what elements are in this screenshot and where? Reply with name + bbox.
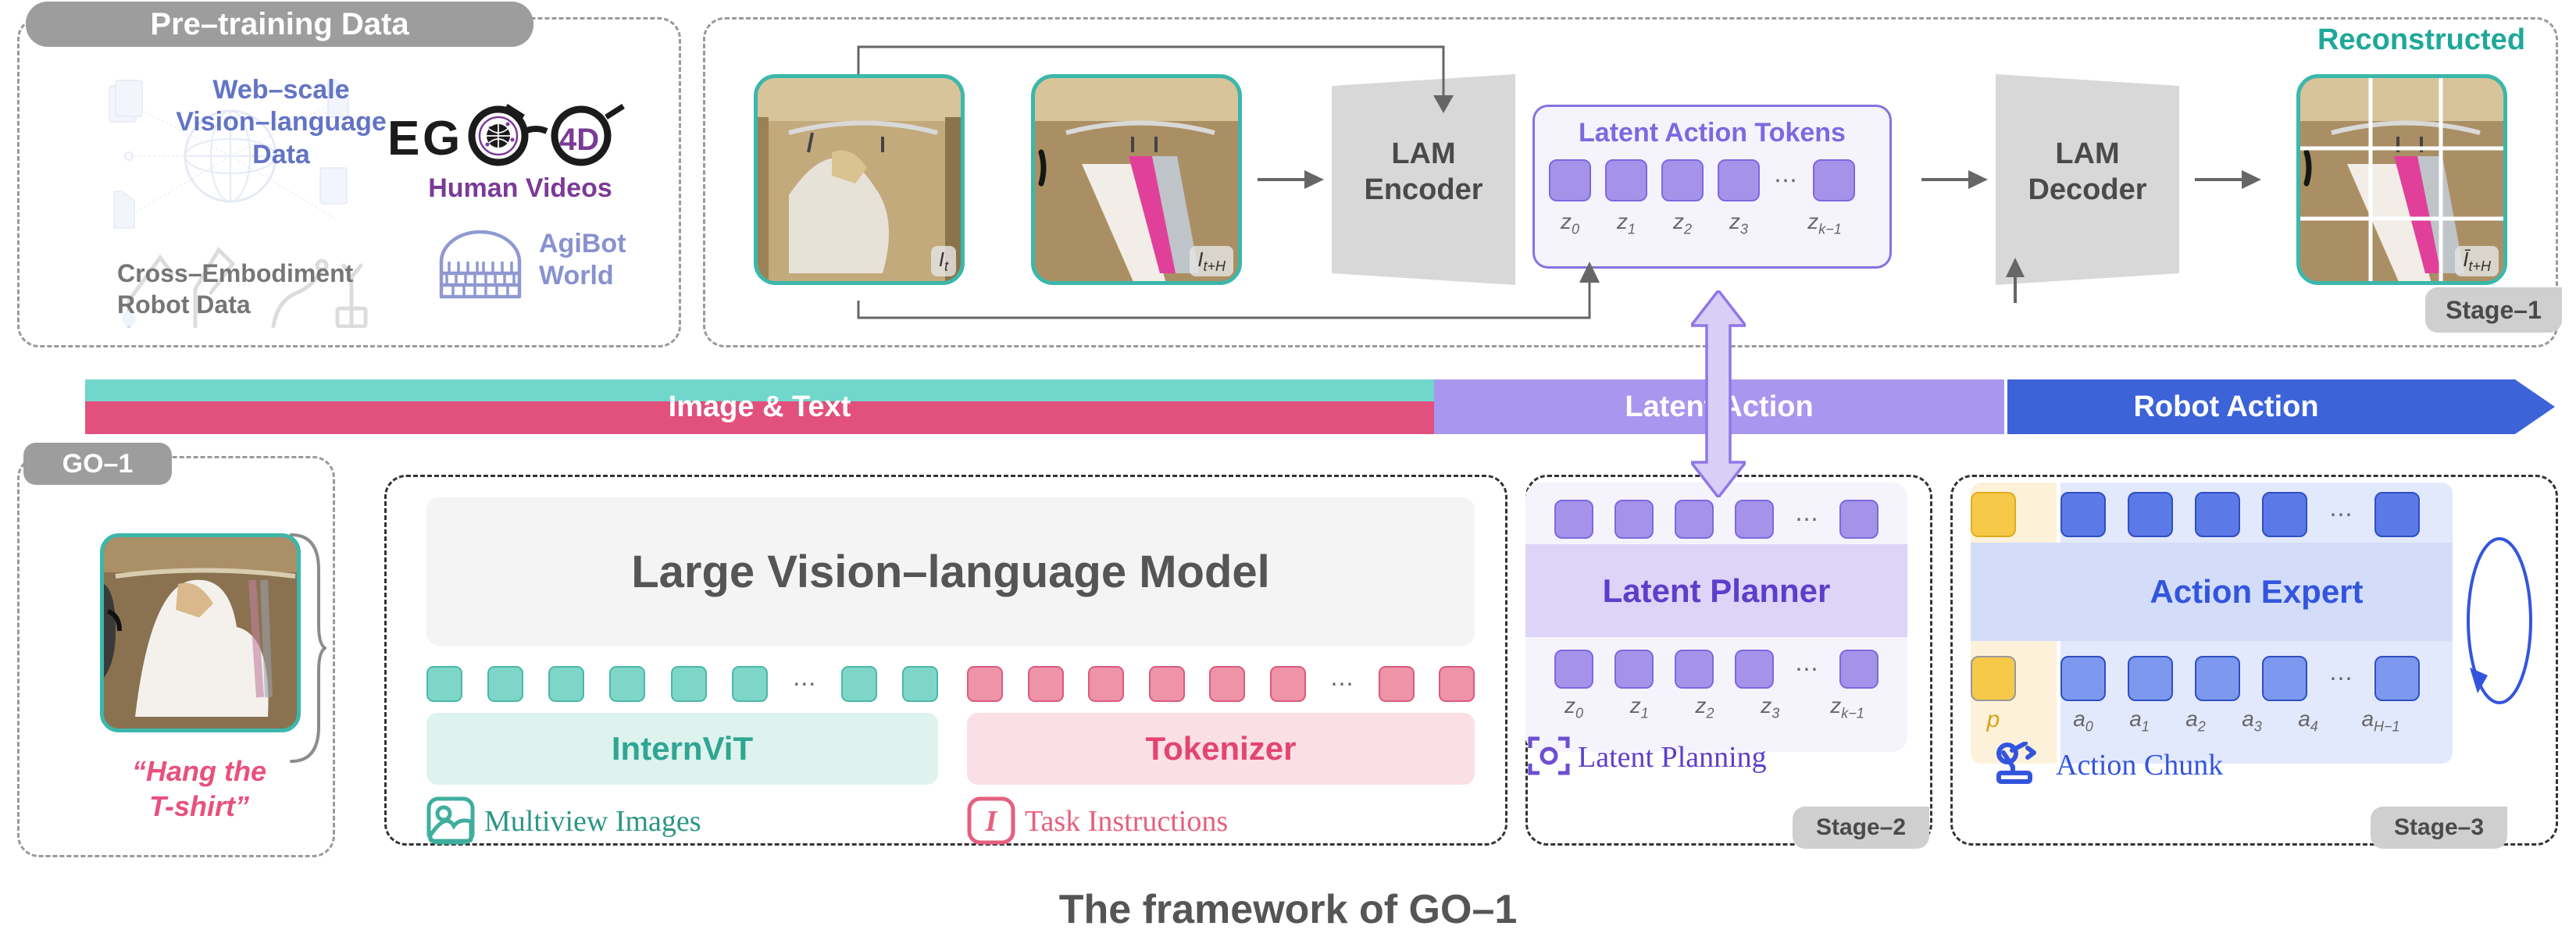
svg-text:E: E bbox=[387, 112, 419, 166]
svg-text:I: I bbox=[985, 805, 998, 838]
svg-text:Robot Action: Robot Action bbox=[2133, 390, 2318, 423]
svg-text:G: G bbox=[423, 112, 460, 166]
svg-text:4D: 4D bbox=[559, 123, 599, 157]
